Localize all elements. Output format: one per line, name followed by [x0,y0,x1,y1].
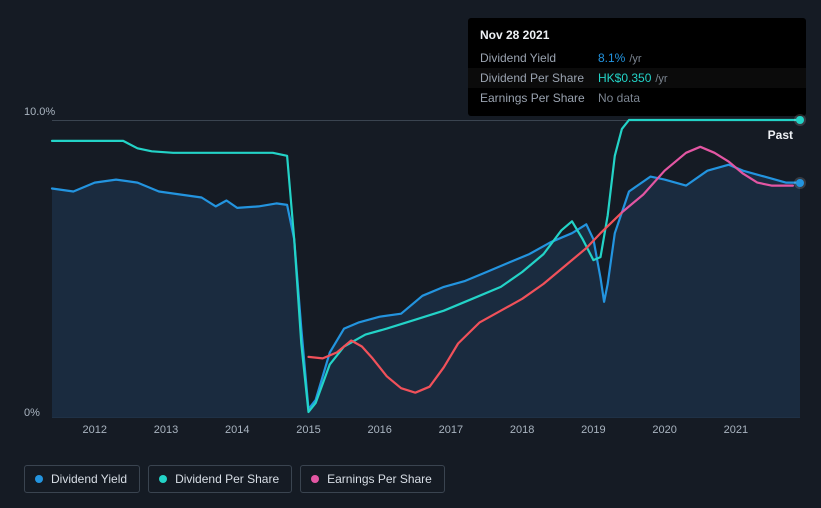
y-axis-label-top: 10.0% [24,106,55,118]
x-axis-label: 2015 [296,424,320,436]
tooltip-label: Dividend Yield [480,51,598,65]
x-axis-label: 2014 [225,424,249,436]
legend-item[interactable]: Dividend Per Share [148,465,292,493]
x-axis-label: 2012 [82,424,106,436]
tooltip-value: No data [598,91,640,105]
x-axis-label: 2021 [724,424,748,436]
tooltip: Nov 28 2021 Dividend Yield8.1%/yrDividen… [468,18,806,116]
legend-item[interactable]: Dividend Yield [24,465,140,493]
legend: Dividend Yield Dividend Per Share Earnings… [24,465,445,493]
tooltip-label: Dividend Per Share [480,71,598,85]
tooltip-row: Dividend Per ShareHK$0.350/yr [468,68,806,88]
legend-dot-icon [35,475,43,483]
tooltip-suffix: /yr [629,53,641,65]
y-axis-label-bottom: 0% [24,407,40,419]
series-end-dot [796,179,804,187]
legend-dot-icon [311,475,319,483]
tooltip-value: 8.1% [598,51,625,65]
x-axis-label: 2018 [510,424,534,436]
tooltip-suffix: /yr [655,73,667,85]
x-axis-label: 2020 [652,424,676,436]
x-axis-label: 2013 [154,424,178,436]
tooltip-value: HK$0.350 [598,71,651,85]
legend-label: Earnings Per Share [327,472,432,486]
legend-item[interactable]: Earnings Per Share [300,465,445,493]
x-axis-label: 2019 [581,424,605,436]
tooltip-row: Earnings Per ShareNo data [468,88,806,108]
tooltip-row: Dividend Yield8.1% /yr [468,48,806,68]
past-label: Past [768,128,793,142]
legend-label: Dividend Yield [51,472,127,486]
x-axis-labels: 2012 2013 2014 2015 2016 2017 2018 2019 2020 2021 [52,424,800,440]
x-axis-label: 2017 [439,424,463,436]
tooltip-label: Earnings Per Share [480,91,598,105]
x-axis-label: 2016 [367,424,391,436]
legend-label: Dividend Per Share [175,472,279,486]
series-end-dot [796,116,804,124]
tooltip-date: Nov 28 2021 [468,28,806,48]
legend-dot-icon [159,475,167,483]
